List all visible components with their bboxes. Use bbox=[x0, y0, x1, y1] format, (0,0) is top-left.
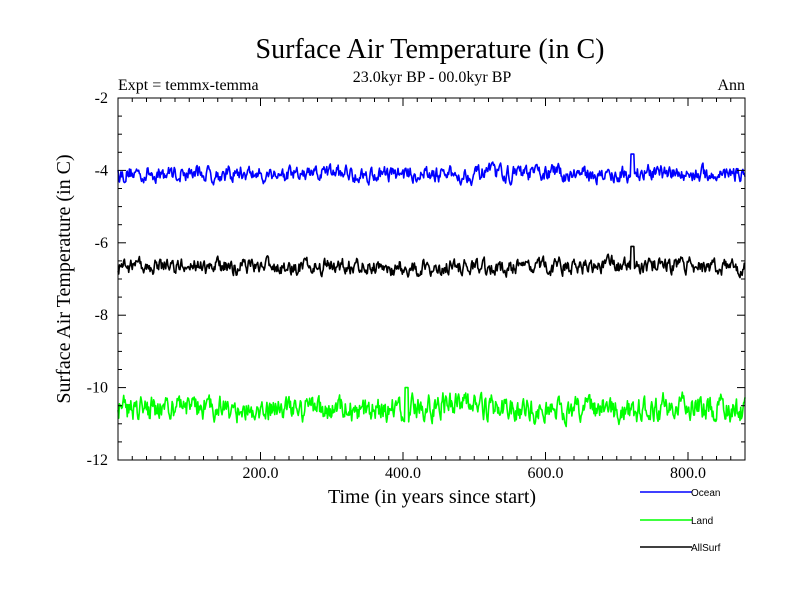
series-line-ocean bbox=[117, 153, 746, 187]
series-line-land bbox=[117, 386, 746, 428]
y-tick-label: -2 bbox=[95, 90, 108, 107]
experiment-annotation: Expt = temmx-temma bbox=[118, 77, 259, 94]
legend-label-ocean: Ocean bbox=[691, 488, 720, 499]
chart-subtitle: 23.0kyr BP - 00.0kyr BP bbox=[353, 69, 512, 86]
x-tick-label: 400.0 bbox=[385, 465, 421, 482]
y-tick-label: -4 bbox=[95, 162, 108, 179]
series-line-allsurf bbox=[117, 245, 746, 279]
chart-title: Surface Air Temperature (in C) bbox=[256, 34, 605, 65]
axis-ticks: 200.0 400.0 600.0 800.0 -12 -10 -8 -6 -4 -2 bbox=[87, 90, 745, 482]
y-tick-label: -10 bbox=[87, 380, 108, 397]
x-tick-label: 200.0 bbox=[243, 465, 279, 482]
y-tick-label: -12 bbox=[87, 452, 108, 469]
season-annotation: Ann bbox=[717, 77, 745, 94]
legend: Ocean Land AllSurf bbox=[640, 488, 721, 554]
y-axis-label: Surface Air Temperature (in C) bbox=[53, 154, 75, 403]
x-tick-label: 800.0 bbox=[670, 465, 706, 482]
y-tick-label: -6 bbox=[95, 235, 108, 252]
plot-lines bbox=[117, 153, 746, 428]
x-tick-label: 600.0 bbox=[528, 465, 564, 482]
legend-label-allsurf: AllSurf bbox=[691, 543, 721, 554]
y-tick-label: -8 bbox=[95, 307, 108, 324]
x-axis-label: Time (in years since start) bbox=[328, 486, 536, 508]
legend-label-land: Land bbox=[691, 516, 713, 527]
